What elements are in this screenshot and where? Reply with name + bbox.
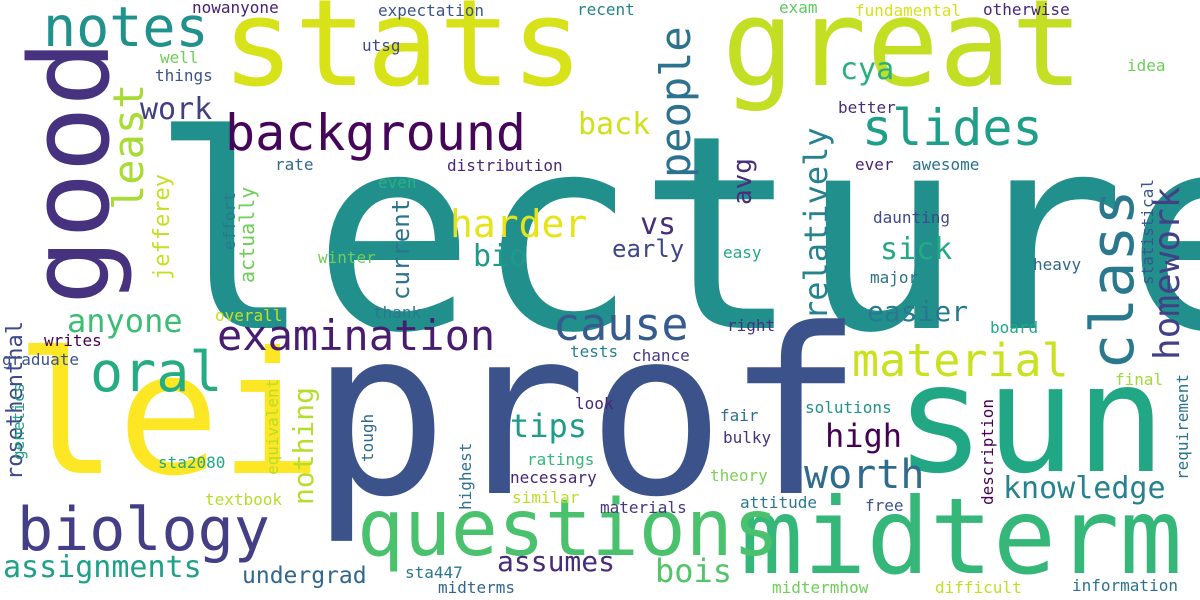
word-midtermhow: midtermhow — [772, 578, 869, 597]
word-materials: materials — [600, 498, 687, 517]
word-description: description — [978, 399, 997, 505]
word-great: great — [722, 0, 1084, 114]
word-major: major — [870, 268, 919, 287]
word-early: early — [612, 235, 685, 263]
word-graduate: graduate — [2, 350, 80, 369]
word-exam: exam — [779, 0, 818, 17]
word-recent: recent — [577, 0, 635, 19]
word-relatively: relatively — [797, 127, 835, 320]
word-requirement: requirement — [1173, 374, 1192, 480]
word-oral: oral — [90, 340, 223, 404]
word-information: information — [1072, 576, 1178, 595]
word-fundamental: fundamental — [855, 1, 961, 20]
word-sta447: sta447 — [405, 563, 463, 582]
word-even: even — [378, 173, 417, 192]
word-bois: bois — [655, 552, 733, 590]
word-awesome: awesome — [912, 155, 980, 174]
word-worth: worth — [804, 452, 925, 498]
word-work: work — [140, 92, 213, 127]
word-tough: tough — [358, 413, 377, 462]
word-free: free — [865, 496, 904, 515]
word-expectation: expectation — [378, 1, 484, 20]
word-knowledge: knowledge — [1003, 471, 1166, 506]
word-theory: theory — [710, 466, 768, 485]
word-cause: cause — [553, 298, 689, 351]
word-rate: rate — [275, 155, 314, 174]
word-assumes: assumes — [497, 545, 616, 578]
word-easier: easier — [867, 295, 969, 328]
word-right: right — [727, 316, 776, 335]
word-anyone: anyone — [67, 302, 183, 340]
word-actually: actually — [235, 186, 259, 283]
word-well: well — [160, 48, 199, 67]
word-assignments: assignments — [3, 550, 202, 585]
word-look: look — [575, 394, 614, 413]
word-necessary: necessary — [510, 468, 597, 487]
word-easy: easy — [723, 243, 762, 262]
word-material: material — [852, 334, 1069, 387]
word-effort: effort — [220, 192, 239, 250]
word-things: things — [155, 66, 213, 85]
word-nowanyone: nowanyone — [192, 0, 279, 17]
word-undergrad: undergrad — [242, 563, 367, 589]
word-current: current — [387, 198, 415, 300]
word-sun: sun — [895, 333, 1166, 507]
word-cya: cya — [840, 52, 895, 87]
word-chance: chance — [632, 346, 690, 365]
word-people: people — [651, 26, 700, 178]
word-stats: stats — [222, 0, 584, 114]
word-class: class — [1078, 189, 1148, 370]
word-writes: writes — [44, 331, 102, 350]
word-statistical: statistical — [1138, 179, 1157, 285]
word-bio: bio — [473, 239, 528, 274]
word-prof: prof — [310, 281, 864, 548]
word-fair: fair — [720, 406, 759, 425]
word-midterms: midterms — [438, 578, 516, 597]
word-better: better — [838, 98, 896, 117]
word-slides: slides — [862, 99, 1043, 157]
word-otherwise: otherwise — [983, 0, 1070, 19]
word-distribution: distribution — [447, 156, 563, 175]
word-similar: similar — [512, 488, 580, 507]
word-attitude: attitude — [740, 493, 818, 512]
word-highest: highest — [456, 442, 475, 510]
word-biology: biology — [17, 495, 270, 565]
word-ratings: ratings — [527, 450, 595, 469]
word-sta2080: sta2080 — [158, 453, 226, 472]
word-lecture: lecture — [150, 77, 1200, 392]
word-thank: thank — [373, 303, 422, 322]
word-back: back — [578, 107, 651, 142]
word-bulky: bulky — [723, 428, 772, 447]
word-background: background — [225, 104, 527, 162]
word-equivalent: equivalent — [263, 378, 282, 475]
word-difficult: difficult — [935, 578, 1022, 597]
word-genetics: genetics — [9, 382, 28, 460]
word-board: board — [990, 318, 1039, 337]
word-utsg: utsg — [362, 36, 401, 55]
word-midterm: midterm — [740, 476, 1183, 598]
word-winter: winter — [318, 248, 376, 267]
word-harder: harder — [450, 202, 588, 246]
word-vs: vs — [640, 207, 677, 242]
word-textbook: textbook — [205, 490, 283, 509]
word-notes: notes — [43, 0, 209, 59]
word-lei: lei — [15, 316, 323, 514]
word-questions: questions — [357, 484, 780, 574]
word-high: high — [825, 417, 903, 455]
word-solutions: solutions — [805, 398, 892, 417]
word-tests: tests — [570, 342, 619, 361]
word-tips: tips — [510, 407, 588, 445]
word-overall: overall — [215, 306, 283, 325]
word-examination: examination — [217, 311, 496, 360]
word-daunting: daunting — [873, 208, 951, 227]
word-sick: sick — [880, 232, 953, 267]
word-ever: ever — [855, 155, 894, 174]
word-heavy: heavy — [1033, 255, 1082, 274]
word-jefferey: jefferey — [150, 174, 175, 280]
word-final: final — [1115, 370, 1164, 389]
word-avg: avg — [728, 158, 758, 205]
word-nothing: nothing — [287, 386, 320, 505]
word-idea: idea — [1127, 56, 1166, 75]
